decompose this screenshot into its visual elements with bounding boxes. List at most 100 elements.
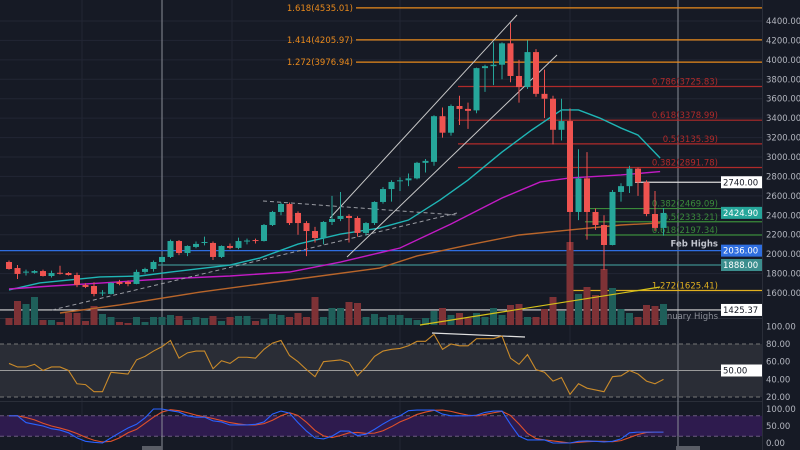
candle-body <box>82 284 89 287</box>
candle <box>431 115 437 166</box>
volume-bar <box>405 318 412 325</box>
volume-bar <box>660 304 667 325</box>
channel-upper-line[interactable] <box>329 14 518 219</box>
candle-body <box>133 271 140 284</box>
fib-level-label: 1.272(1625.41) <box>652 282 718 292</box>
candle-body <box>31 271 38 273</box>
candle-body <box>414 162 420 179</box>
candle-body <box>201 241 208 243</box>
candle-body <box>660 212 667 228</box>
candle <box>82 283 89 289</box>
candle-body <box>388 181 395 190</box>
rsi-indicator <box>8 333 664 396</box>
candle <box>133 269 140 285</box>
rsi-tick-label: 100.00 <box>766 322 796 332</box>
rsi-divergence-line[interactable] <box>431 332 526 338</box>
candle <box>201 236 208 246</box>
candle <box>125 280 131 287</box>
price-badges: 2036.00 1888.00 1425.37 2740.00 2424.90 50.00 <box>721 176 762 377</box>
candle-body <box>482 66 488 69</box>
candle <box>490 42 497 86</box>
drawings[interactable] <box>51 14 661 338</box>
line-label: January Highs <box>658 312 718 322</box>
candle <box>329 195 335 225</box>
candle-body <box>507 43 514 76</box>
volume-bar <box>634 317 642 325</box>
fib-level-label: 0.382(2891.78) <box>652 159 718 169</box>
candle-body <box>499 43 505 65</box>
candle <box>269 210 276 226</box>
candle <box>261 224 267 242</box>
time-axis-marker[interactable] <box>676 446 700 450</box>
candle <box>541 69 548 119</box>
stoch-k-line <box>9 408 664 444</box>
candle <box>176 240 182 256</box>
fib-level-label: 0.5(2333.21) <box>663 213 718 223</box>
candle-body <box>142 268 148 272</box>
time-axis-marker[interactable] <box>142 446 162 450</box>
candle-body <box>363 223 369 233</box>
candle <box>116 279 123 286</box>
volume-bar <box>473 313 480 325</box>
rsi-tick-label: 40.00 <box>766 375 790 385</box>
channel-lower-line[interactable] <box>346 54 558 258</box>
candle <box>23 269 29 276</box>
candle-body <box>116 281 123 284</box>
candle-body <box>320 221 327 239</box>
candle-body <box>592 211 599 225</box>
candle <box>286 202 293 225</box>
volume-bar <box>39 320 47 325</box>
candle-body <box>575 178 582 212</box>
triangle-upper-trendline[interactable] <box>262 200 458 216</box>
volume-bar <box>65 313 72 325</box>
volume-bar <box>626 313 633 325</box>
volume-bar <box>175 316 183 325</box>
volume-bar <box>617 309 625 325</box>
horizontal-lines: Feb Highs January Highs <box>0 181 762 322</box>
stoch-tick-label: 100.00 <box>766 405 796 415</box>
candle <box>499 42 505 80</box>
price-tick-label: 2400.00 <box>766 211 800 221</box>
volume-bar <box>277 315 285 325</box>
volume-bar <box>294 313 302 325</box>
volume-bar <box>124 323 132 325</box>
candle <box>40 269 46 277</box>
yellow-trendline[interactable] <box>419 286 661 326</box>
volume-bar <box>90 306 98 325</box>
price-tick-label: 3400.00 <box>766 114 800 124</box>
price-tick-label: 4400.00 <box>766 17 800 27</box>
volume-bar <box>243 316 251 325</box>
price-badge-label: 2036.00 <box>723 247 758 257</box>
candle-body <box>533 52 539 94</box>
stoch-rsi-indicator <box>9 408 664 444</box>
volume-bar <box>379 317 387 325</box>
price-tick-label: 2600.00 <box>766 192 800 202</box>
fib-level-label: 1.414(4205.97) <box>287 36 353 46</box>
price-tick-label: 3000.00 <box>766 153 800 163</box>
candle-body <box>635 168 641 183</box>
price-badge-label: 2424.90 <box>723 209 758 219</box>
rsi-line <box>8 333 664 396</box>
volume-bar <box>209 316 217 325</box>
volume-bar <box>651 306 659 325</box>
volume-bar <box>218 321 225 325</box>
volume-bar <box>116 322 123 325</box>
volume-bar <box>413 320 421 325</box>
candle <box>167 239 174 259</box>
price-tick-label: 3200.00 <box>766 134 800 144</box>
stoch-tick-label: 50.00 <box>766 422 790 432</box>
candle <box>14 265 21 280</box>
candle <box>473 67 480 114</box>
price-badge-label: 2740.00 <box>723 178 758 188</box>
volume-bar <box>303 317 310 325</box>
candle-body <box>150 262 157 269</box>
fib-level-label: 0.382(2469.09) <box>652 200 718 210</box>
price-axis[interactable] <box>762 0 800 450</box>
volume-bar <box>226 317 234 325</box>
candle <box>618 183 624 202</box>
candle <box>533 49 539 97</box>
volume-bar <box>498 315 506 325</box>
candle-body <box>329 218 335 222</box>
price-badge-label: 50.00 <box>723 367 747 377</box>
